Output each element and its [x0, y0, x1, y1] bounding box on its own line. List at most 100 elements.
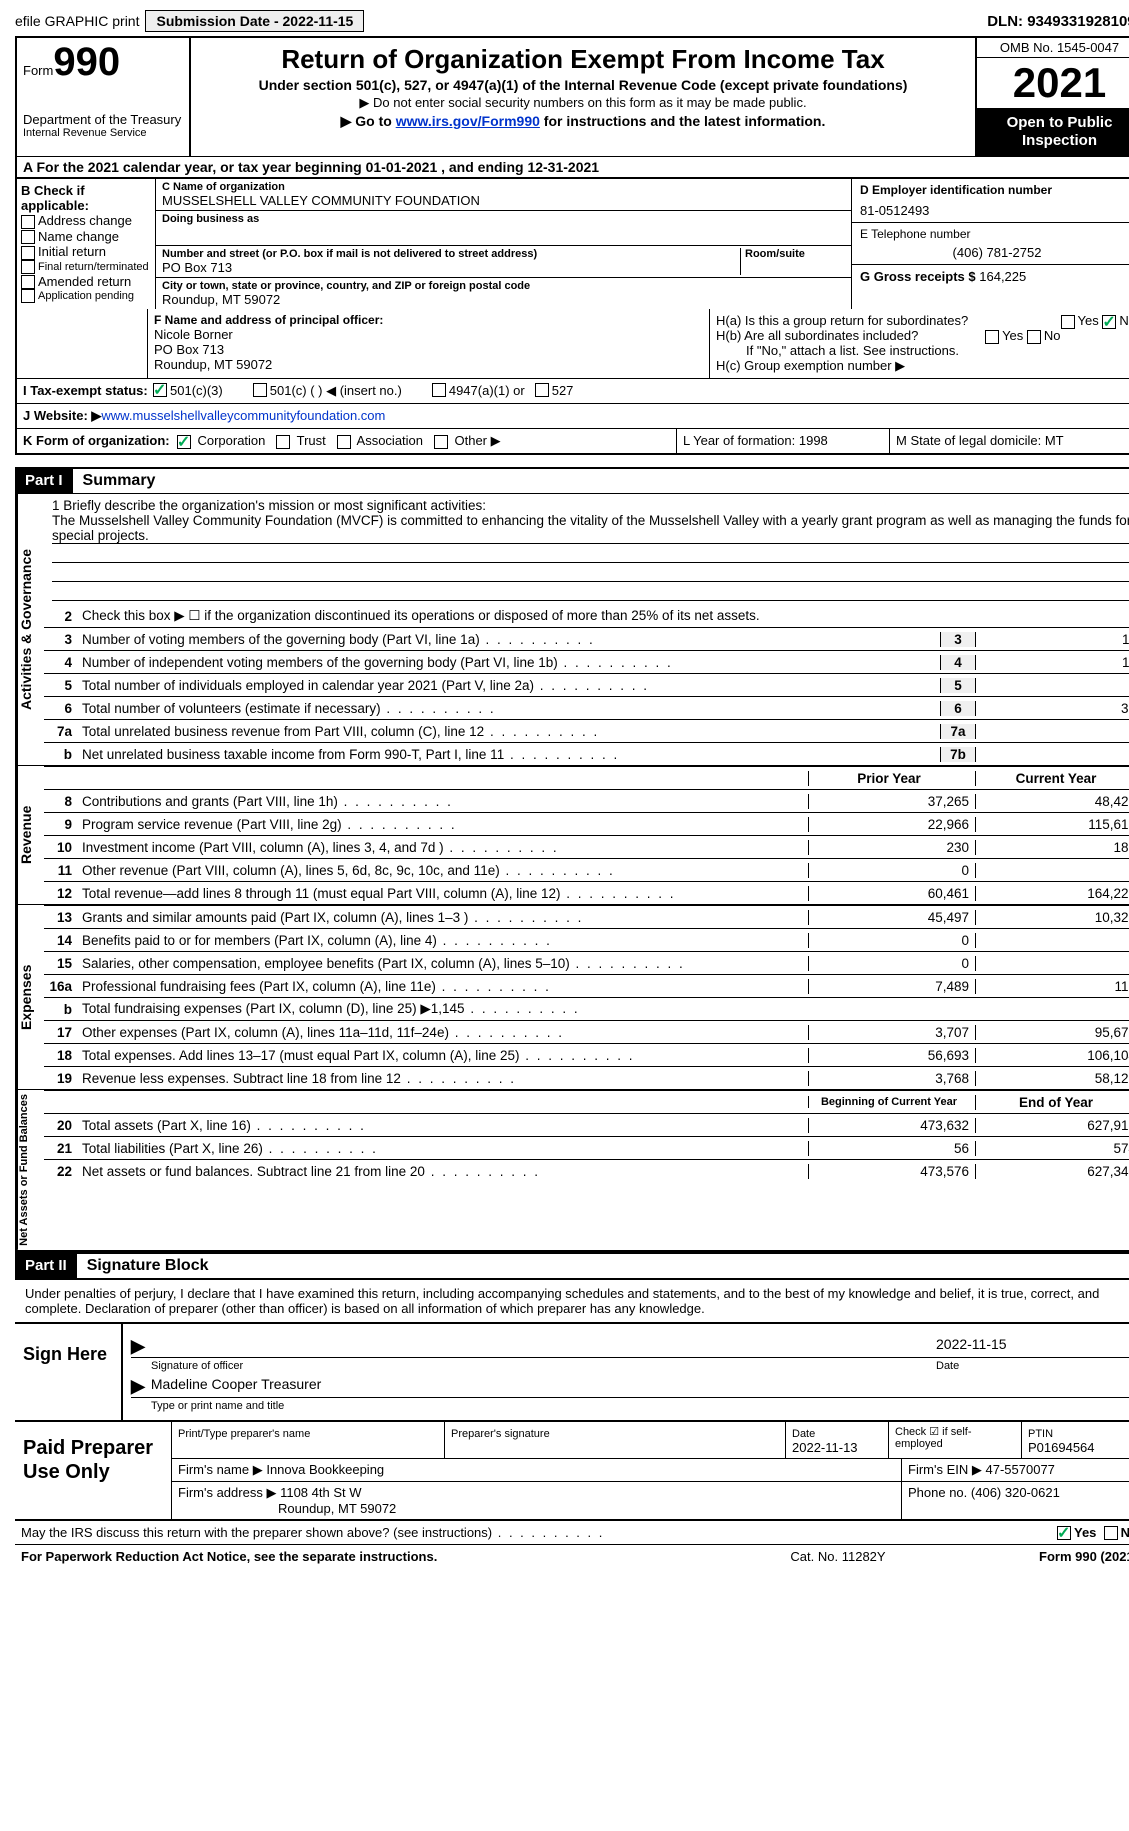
- table-row: 22Net assets or fund balances. Subtract …: [44, 1159, 1129, 1182]
- date-label: Date: [936, 1360, 1129, 1372]
- chk-amended[interactable]: Amended return: [21, 274, 151, 290]
- officer-addr1: PO Box 713: [154, 342, 703, 357]
- dept-treasury: Department of the Treasury: [23, 112, 183, 127]
- table-row: 4Number of independent voting members of…: [44, 650, 1129, 673]
- col-begin: Beginning of Current Year: [808, 1096, 975, 1108]
- table-row: 19Revenue less expenses. Subtract line 1…: [44, 1066, 1129, 1089]
- row-a-period: A For the 2021 calendar year, or tax yea…: [15, 156, 1129, 179]
- firm-name: Innova Bookkeeping: [266, 1462, 384, 1477]
- irs-label: Internal Revenue Service: [23, 127, 183, 139]
- table-row: 15Salaries, other compensation, employee…: [44, 951, 1129, 974]
- sig-officer-label: Signature of officer: [131, 1360, 936, 1372]
- subtitle-1: Under section 501(c), 527, or 4947(a)(1)…: [201, 77, 965, 93]
- table-row: 20Total assets (Part X, line 16)473,6326…: [44, 1113, 1129, 1136]
- website-link[interactable]: www.musselshellvalleycommunityfoundation…: [101, 408, 385, 424]
- chk-corp[interactable]: [177, 435, 191, 449]
- row-f-h: F Name and address of principal officer:…: [15, 309, 1129, 378]
- f-label: F Name and address of principal officer:: [154, 313, 703, 327]
- form-number: 990: [53, 40, 120, 84]
- officer-label: Type or print name and title: [131, 1400, 1129, 1412]
- col-prior: Prior Year: [808, 771, 975, 786]
- efile-label: efile GRAPHIC print: [15, 13, 139, 29]
- sign-block: Sign Here ▶ 2022-11-15 Signature of offi…: [15, 1322, 1129, 1422]
- top-bar: efile GRAPHIC print Submission Date - 20…: [15, 10, 1129, 32]
- chk-no[interactable]: [1104, 1526, 1118, 1540]
- chk-trust[interactable]: [276, 435, 290, 449]
- ha-row: H(a) Is this a group return for subordin…: [716, 313, 1129, 328]
- firm-addr-label: Firm's address ▶: [178, 1485, 276, 1500]
- prep-date-label: Date: [792, 1428, 815, 1440]
- table-row: 21Total liabilities (Part X, line 26)565…: [44, 1136, 1129, 1159]
- ptin-label: PTIN: [1028, 1428, 1053, 1440]
- row-k-l-m: K Form of organization: Corporation Trus…: [15, 428, 1129, 455]
- chk-address[interactable]: Address change: [21, 213, 151, 229]
- open-inspection: Open to Public Inspection: [977, 108, 1129, 156]
- form-label: Form: [23, 63, 53, 78]
- dln: DLN: 93493319281092: [987, 13, 1129, 30]
- subtitle-2: ▶ Do not enter social security numbers o…: [201, 95, 965, 111]
- chk-527[interactable]: [535, 383, 549, 397]
- table-row: 17Other expenses (Part IX, column (A), l…: [44, 1020, 1129, 1043]
- chk-4947[interactable]: [432, 383, 446, 397]
- table-row: 6Total number of volunteers (estimate if…: [44, 696, 1129, 719]
- table-row: 3Number of voting members of the governi…: [44, 627, 1129, 650]
- chk-yes[interactable]: [1057, 1526, 1071, 1540]
- org-address: PO Box 713: [162, 260, 740, 275]
- year-formation: L Year of formation: 1998: [677, 429, 890, 453]
- table-row: 7aTotal unrelated business revenue from …: [44, 719, 1129, 742]
- room-label: Room/suite: [745, 248, 845, 260]
- part2-title: Signature Block: [77, 1254, 219, 1278]
- addr-label: Number and street (or P.O. box if mail i…: [162, 248, 740, 260]
- omb-number: OMB No. 1545-0047: [977, 38, 1129, 58]
- line2: Check this box ▶ ☐ if the organization d…: [78, 606, 1129, 626]
- c-name-label: C Name of organization: [162, 181, 845, 193]
- col-end: End of Year: [975, 1095, 1129, 1110]
- city-label: City or town, state or province, country…: [162, 280, 845, 292]
- mission-text: The Musselshell Valley Community Foundat…: [52, 513, 1129, 544]
- submission-button[interactable]: Submission Date - 2022-11-15: [145, 10, 364, 32]
- subtitle-3: ▶ Go to www.irs.gov/Form990 for instruct…: [201, 113, 965, 130]
- ein-value: 81-0512493: [860, 197, 1129, 218]
- table-row: 12Total revenue—add lines 8 through 11 (…: [44, 881, 1129, 904]
- table-row: 8Contributions and grants (Part VIII, li…: [44, 789, 1129, 812]
- table-row: 16aProfessional fundraising fees (Part I…: [44, 974, 1129, 997]
- chk-initial[interactable]: Initial return: [21, 244, 151, 260]
- g-label: G Gross receipts $: [860, 269, 976, 284]
- table-row: 18Total expenses. Add lines 13–17 (must …: [44, 1043, 1129, 1066]
- officer-addr2: Roundup, MT 59072: [154, 357, 703, 372]
- b-label: B Check if applicable:: [21, 183, 151, 213]
- part2-header: Part II: [15, 1254, 77, 1278]
- section-b: B Check if applicable: Address change Na…: [15, 179, 1129, 309]
- table-row: bNet unrelated business taxable income f…: [44, 742, 1129, 765]
- table-row: 5Total number of individuals employed in…: [44, 673, 1129, 696]
- prep-date: 2022-11-13: [792, 1440, 858, 1455]
- chk-501c[interactable]: [253, 383, 267, 397]
- irs-link[interactable]: www.irs.gov/Form990: [396, 113, 540, 129]
- chk-name[interactable]: Name change: [21, 229, 151, 245]
- officer-name: Nicole Borner: [154, 327, 703, 342]
- form-header: Form990 Department of the Treasury Inter…: [15, 36, 1129, 156]
- org-city: Roundup, MT 59072: [162, 292, 845, 307]
- chk-pending[interactable]: Application pending: [21, 289, 151, 303]
- phone-value: (406) 781-2752: [860, 241, 1129, 260]
- footer: For Paperwork Reduction Act Notice, see …: [15, 1545, 1129, 1568]
- table-row: 11Other revenue (Part VIII, column (A), …: [44, 858, 1129, 881]
- chk-other[interactable]: [434, 435, 448, 449]
- hc-row: H(c) Group exemption number ▶: [716, 358, 1129, 374]
- chk-final[interactable]: Final return/terminated: [21, 260, 151, 274]
- chk-assoc[interactable]: [337, 435, 351, 449]
- table-row: 10Investment income (Part VIII, column (…: [44, 835, 1129, 858]
- dba-label: Doing business as: [162, 213, 845, 225]
- officer-printed: Madeline Cooper Treasurer: [145, 1376, 321, 1397]
- part1-header: Part I: [15, 469, 73, 493]
- ptin: P01694564: [1028, 1440, 1095, 1455]
- hb-row: H(b) Are all subordinates included? Yes …: [716, 328, 1129, 343]
- may-irs-row: May the IRS discuss this return with the…: [15, 1521, 1129, 1546]
- firm-addr2: Roundup, MT 59072: [178, 1501, 396, 1516]
- side-expenses: Expenses: [17, 905, 44, 1089]
- form-title: Return of Organization Exempt From Incom…: [201, 44, 965, 75]
- firm-phone-label: Phone no.: [908, 1485, 967, 1500]
- side-revenue: Revenue: [17, 766, 44, 904]
- chk-501c3[interactable]: [153, 383, 167, 397]
- hb-note: If "No," attach a list. See instructions…: [716, 343, 1129, 358]
